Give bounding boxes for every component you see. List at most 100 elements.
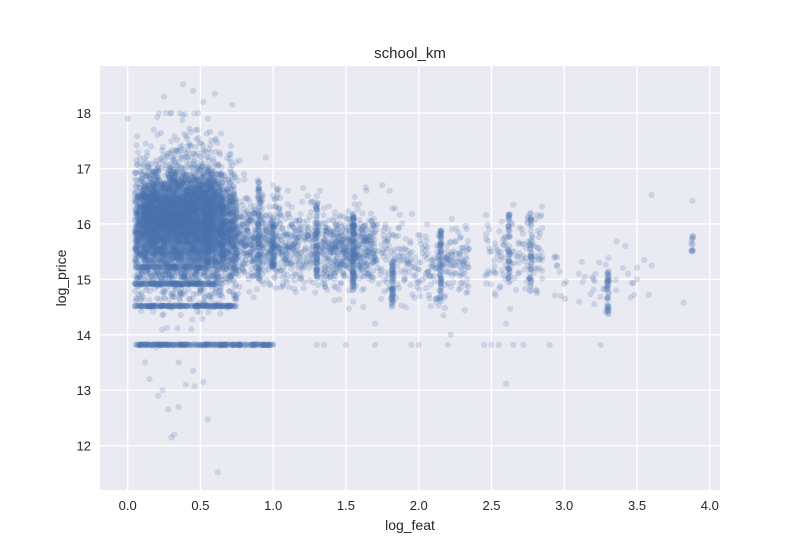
data-point <box>171 294 178 301</box>
data-point <box>146 178 154 185</box>
data-point <box>228 197 235 204</box>
data-point <box>170 248 177 255</box>
data-point <box>169 233 176 240</box>
data-point <box>175 225 182 232</box>
data-point <box>196 309 203 316</box>
data-point <box>190 188 197 196</box>
data-point <box>192 189 199 196</box>
data-point <box>179 230 186 237</box>
data-point <box>168 274 175 281</box>
data-point <box>207 198 214 205</box>
grid-lines <box>100 66 720 490</box>
data-point <box>198 243 206 251</box>
data-point <box>142 229 149 236</box>
data-point <box>140 210 148 217</box>
data-point <box>147 243 154 250</box>
data-point <box>175 247 182 254</box>
data-point <box>162 237 169 244</box>
data-point <box>196 236 203 243</box>
data-point <box>144 148 151 156</box>
data-point <box>222 228 229 236</box>
data-point <box>171 224 178 231</box>
data-point <box>206 181 213 188</box>
data-point <box>150 270 157 277</box>
data-point <box>148 200 155 207</box>
data-point <box>225 240 232 247</box>
data-point <box>208 172 215 179</box>
data-point <box>165 249 173 256</box>
data-point <box>156 219 163 226</box>
data-point <box>196 290 203 297</box>
data-point <box>162 240 169 247</box>
data-point <box>156 230 164 237</box>
data-point <box>201 251 208 258</box>
data-point <box>200 253 207 260</box>
data-point <box>229 162 236 169</box>
data-point <box>150 170 157 177</box>
data-point <box>155 187 162 194</box>
data-point <box>172 201 179 208</box>
data-point <box>146 297 153 304</box>
data-point <box>178 175 185 182</box>
data-point <box>185 251 193 258</box>
data-point <box>229 227 236 234</box>
data-point <box>133 242 140 249</box>
data-point <box>211 265 218 272</box>
data-point <box>208 213 215 220</box>
data-point <box>231 235 238 242</box>
data-point <box>230 219 237 226</box>
data-point <box>199 241 206 248</box>
data-point <box>172 213 179 220</box>
data-point <box>199 219 207 226</box>
data-point <box>158 220 165 227</box>
data-point <box>227 257 234 264</box>
data-point <box>202 272 209 279</box>
data-point <box>186 125 193 132</box>
data-point <box>171 224 178 231</box>
data-point <box>171 272 178 279</box>
data-point <box>151 239 158 247</box>
data-point <box>132 272 139 279</box>
data-point <box>169 267 176 274</box>
data-point <box>200 197 207 204</box>
data-point <box>133 244 140 251</box>
data-point <box>223 234 230 241</box>
data-point <box>200 268 208 275</box>
data-point <box>222 198 229 205</box>
data-point <box>192 190 199 197</box>
data-point <box>160 252 167 259</box>
data-point <box>182 237 189 244</box>
data-point <box>217 310 224 317</box>
data-point <box>189 295 196 302</box>
data-point <box>217 191 225 198</box>
data-point <box>172 264 179 271</box>
data-point <box>194 254 202 261</box>
data-point <box>204 197 211 204</box>
data-point <box>142 140 149 147</box>
data-point <box>156 255 163 262</box>
data-point <box>146 227 153 234</box>
data-point <box>175 214 182 221</box>
data-point <box>216 204 224 211</box>
data-point <box>169 201 176 209</box>
data-point <box>205 205 212 212</box>
data-point <box>156 246 163 253</box>
scatter-points <box>124 81 697 476</box>
data-point <box>144 248 151 255</box>
data-point <box>164 209 171 216</box>
data-point <box>137 295 144 302</box>
data-point <box>154 295 161 302</box>
data-point <box>136 250 143 257</box>
data-point <box>145 208 152 215</box>
data-point <box>216 185 223 192</box>
data-point <box>194 263 201 270</box>
data-point <box>166 221 173 228</box>
data-point <box>158 234 165 241</box>
data-point <box>139 249 146 256</box>
data-point <box>159 210 166 217</box>
data-point <box>215 248 222 256</box>
data-point <box>202 234 209 241</box>
data-point <box>161 261 168 268</box>
data-point <box>147 205 154 213</box>
